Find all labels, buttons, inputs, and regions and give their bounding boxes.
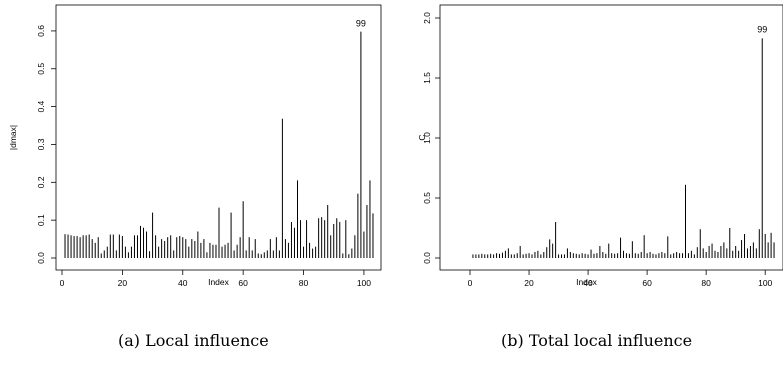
- caption-b: (b) Total local influence: [501, 331, 693, 350]
- x-tick-label: 40: [178, 278, 188, 288]
- x-tick-label: 20: [524, 278, 534, 288]
- caption-a: (a) Local influence: [118, 331, 269, 350]
- y-tick-label: 1.5: [422, 72, 432, 84]
- x-tick-label: 80: [299, 278, 309, 288]
- x-tick-label: 100: [357, 278, 371, 288]
- y-axis-label: C: [417, 134, 427, 140]
- y-tick-label: 0.0: [422, 252, 432, 264]
- x-tick-label: 60: [238, 278, 248, 288]
- plot-frame: [55, 4, 382, 271]
- x-tick-label: 80: [701, 278, 711, 288]
- x-tick-label: 0: [60, 278, 65, 288]
- x-tick-label: 0: [468, 278, 473, 288]
- plot-frame: [439, 4, 783, 271]
- point-annotation: 99: [356, 19, 366, 29]
- y-tick-label: 0.6: [36, 25, 46, 37]
- y-tick-label: 1.0: [422, 132, 432, 144]
- x-axis-label: Index: [576, 277, 598, 287]
- x-axis-label: Index: [208, 277, 230, 287]
- y-tick-label: 2.0: [422, 12, 432, 24]
- x-tick-label: 40: [583, 278, 593, 288]
- y-tick-label: 0.0: [36, 252, 46, 264]
- y-tick-label: 0.5: [36, 63, 46, 75]
- x-tick-label: 100: [758, 278, 772, 288]
- panel-total-local-influence: 0 20 40 60 80 100 0.0 0.5 1.0 1.5 2.0 Index C 99: [417, 4, 783, 288]
- x-tick-label: 20: [118, 278, 128, 288]
- y-tick-label: 0.3: [36, 138, 46, 150]
- panel-local-influence: 0 20 40 60 80 100 0.0 0.1 0.2 0.3 0.4 0.5 0.6 Index |d…: [8, 4, 382, 288]
- y-tick-label: 0.5: [422, 192, 432, 204]
- y-axis-label: |dmax|: [8, 125, 18, 150]
- y-tick-label: 0.2: [36, 176, 46, 188]
- y-tick-label: 0.1: [36, 214, 46, 226]
- point-annotation: 99: [757, 24, 767, 34]
- y-tick-label: 0.4: [36, 100, 46, 112]
- x-tick-label: 60: [642, 278, 652, 288]
